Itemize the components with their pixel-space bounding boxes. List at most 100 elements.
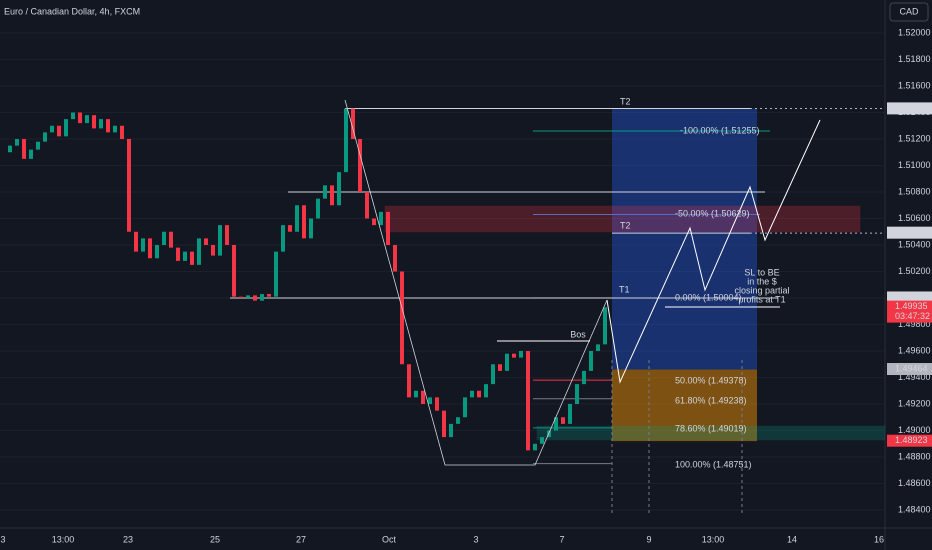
candle <box>449 423 453 438</box>
candle <box>379 211 383 226</box>
projection <box>606 119 821 384</box>
candle <box>127 139 131 232</box>
x-tick-label: 3 <box>0 534 5 544</box>
candle <box>92 115 96 129</box>
y-tick-label: 1.50200 <box>898 266 931 276</box>
annotation: -50.00% (1.50629) <box>675 208 750 218</box>
candle <box>155 245 159 259</box>
x-tick-label: 23 <box>123 534 133 544</box>
candle <box>85 115 89 124</box>
x-tick-label: 25 <box>210 534 220 544</box>
x-tick-label: 13:00 <box>702 534 725 544</box>
candle <box>498 364 502 371</box>
price-badge-label: 1.49464 <box>895 363 928 373</box>
candle <box>232 245 236 297</box>
candle <box>554 417 558 431</box>
candle <box>533 443 537 451</box>
price-badge-label: 1.49935 <box>895 301 928 311</box>
candle <box>204 238 208 245</box>
candle <box>29 149 33 159</box>
candle <box>253 295 257 301</box>
y-tick-label: 1.51600 <box>898 80 931 90</box>
price-badge-label: 1.48923 <box>895 435 928 445</box>
x-tick-label: 13:00 <box>52 534 75 544</box>
countdown: 03:47:32 <box>895 311 930 321</box>
y-tick-label: 1.51000 <box>898 160 931 170</box>
candle <box>596 344 600 351</box>
x-tick-label: 14 <box>787 534 797 544</box>
candle <box>414 390 418 398</box>
annotation: SL to BE <box>744 267 779 277</box>
candle <box>365 192 369 219</box>
annotation: T2 <box>620 96 631 106</box>
candle <box>491 364 495 385</box>
candle <box>288 225 292 232</box>
y-tick-label: 1.49600 <box>898 345 931 355</box>
candle <box>526 351 530 451</box>
candle <box>225 225 229 245</box>
annotation: 61.80% (1.49238) <box>675 395 747 405</box>
x-tick-label: 7 <box>559 534 564 544</box>
price-badge <box>887 226 932 239</box>
candle <box>295 205 299 232</box>
price-badge <box>887 434 932 447</box>
price-badge <box>887 300 932 323</box>
x-tick-label: 3 <box>473 534 478 544</box>
x-tick-label: 16 <box>874 534 884 544</box>
swing-line <box>344 99 608 466</box>
candle <box>148 238 152 259</box>
candle <box>568 404 572 424</box>
annotation: profits at T1 <box>738 294 785 304</box>
candle <box>267 294 271 297</box>
candle <box>71 112 75 120</box>
currency[interactable]: CAD <box>899 6 919 16</box>
annotation: in the $ <box>747 276 777 286</box>
candle <box>8 145 12 153</box>
candle <box>477 390 481 398</box>
candle <box>589 351 593 371</box>
candle <box>57 125 61 137</box>
candle <box>120 125 124 139</box>
candle <box>540 437 544 444</box>
candle <box>400 271 404 365</box>
y-tick-label: 1.49400 <box>898 372 931 382</box>
candle <box>463 397 467 418</box>
supply-zone <box>384 205 861 233</box>
y-tick-label: 1.50800 <box>898 186 931 196</box>
candle <box>393 245 397 272</box>
candle <box>442 410 446 438</box>
annotation: -100.00% (1.51255) <box>680 125 760 135</box>
candle <box>337 172 341 206</box>
y-tick-label: 1.51200 <box>898 133 931 143</box>
candle <box>50 125 54 133</box>
candle <box>582 370 586 385</box>
candle <box>239 296 243 298</box>
y-tick-label: 1.49800 <box>898 319 931 329</box>
annotation: 100.00% (1.48751) <box>675 459 752 469</box>
candle <box>316 198 320 219</box>
candle <box>505 353 509 371</box>
candle <box>176 247 180 261</box>
candle <box>246 295 250 298</box>
candle <box>162 231 166 245</box>
candle <box>64 119 68 137</box>
candle <box>197 238 201 265</box>
candle <box>36 141 40 150</box>
y-tick-label: 1.49200 <box>898 398 931 408</box>
price-badge <box>887 291 932 304</box>
y-tick-label: 1.52000 <box>898 27 931 37</box>
y-tick-label: 1.48400 <box>898 504 931 514</box>
y-tick-label: 1.48800 <box>898 451 931 461</box>
annotation: 0.00% (1.50004) <box>675 292 742 302</box>
annotation: 50.00% (1.49378) <box>675 375 747 385</box>
candle <box>386 211 390 245</box>
candle <box>190 251 194 265</box>
currency-button[interactable] <box>889 2 929 22</box>
candle <box>358 139 362 192</box>
candle <box>22 139 26 159</box>
stop-zone <box>612 369 757 442</box>
symbol-title: Euro / Canadian Dollar, 4h, FXCM <box>4 6 140 16</box>
candle <box>15 139 19 146</box>
